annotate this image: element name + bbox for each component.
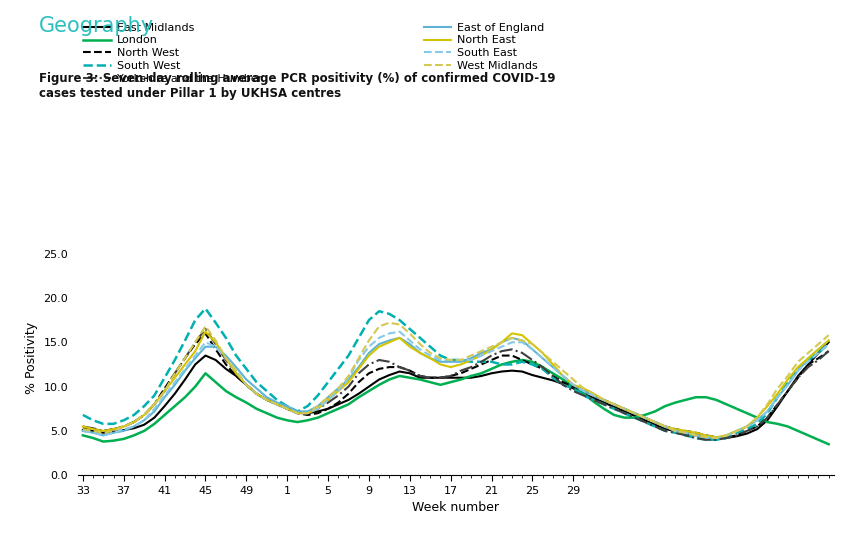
Text: Figure 3: Seven-day rolling average PCR positivity (%) of confirmed COVID-19
cas: Figure 3: Seven-day rolling average PCR … <box>39 72 556 100</box>
Y-axis label: % Positivity: % Positivity <box>25 321 38 394</box>
X-axis label: Week number: Week number <box>412 501 499 514</box>
Text: Geography: Geography <box>39 16 154 36</box>
Legend: East of England, North East, South East, West Midlands: East of England, North East, South East,… <box>423 22 544 71</box>
